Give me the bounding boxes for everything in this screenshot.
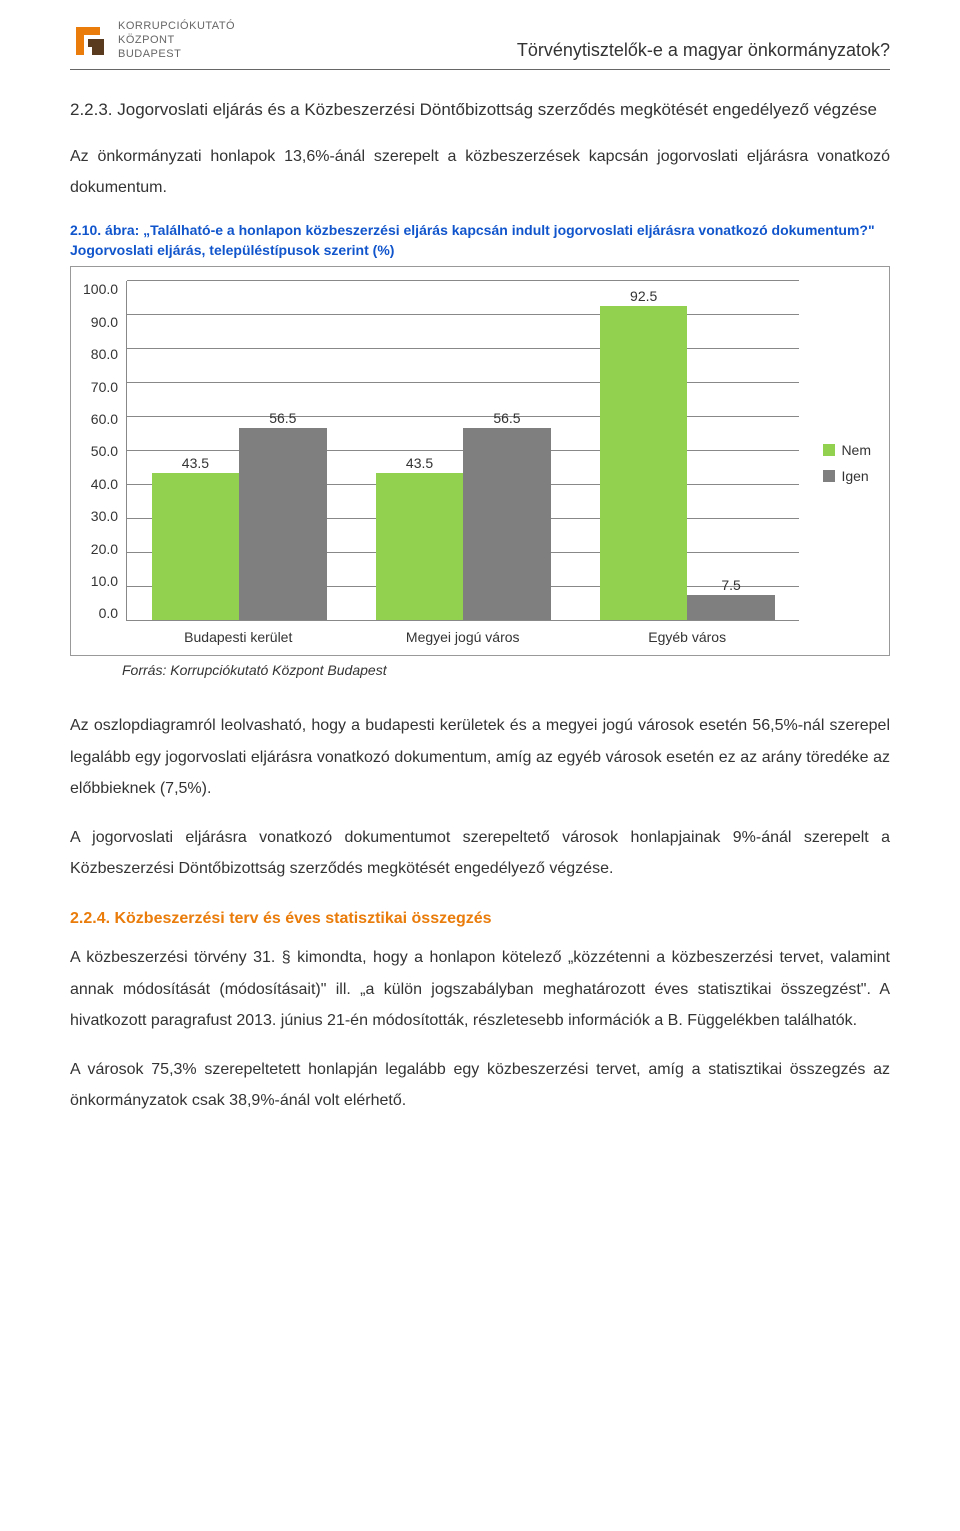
plot-area: 43.5 56.5 43.5 56.5 92.5 7.5 (126, 281, 799, 621)
section1-para: Az önkormányzati honlapok 13,6%-ánál sze… (70, 141, 890, 203)
bar-wrap: 7.5 (687, 577, 774, 621)
bar-wrap: 43.5 (376, 455, 463, 621)
page-header: KORRUPCIÓKUTATÓ KÖZPONT BUDAPEST Törvény… (70, 20, 890, 70)
bar (463, 428, 550, 620)
y-tick-label: 10.0 (91, 573, 118, 589)
legend-item: Igen (823, 468, 871, 484)
bar-value-label: 92.5 (630, 288, 657, 304)
org-line3: BUDAPEST (118, 48, 235, 62)
bar-value-label: 7.5 (721, 577, 740, 593)
y-tick-label: 30.0 (91, 508, 118, 524)
section2-p1: A közbeszerzési törvény 31. § kimondta, … (70, 942, 890, 1036)
y-tick-label: 40.0 (91, 476, 118, 492)
bar (687, 595, 774, 621)
legend-item: Nem (823, 442, 871, 458)
bar-value-label: 56.5 (269, 410, 296, 426)
y-tick-label: 80.0 (91, 346, 118, 362)
bar-chart: 100.0 90.0 80.0 70.0 60.0 50.0 40.0 30.0 20.0 10.… (70, 266, 890, 656)
legend-label: Igen (841, 468, 868, 484)
bar-value-label: 56.5 (493, 410, 520, 426)
legend-label: Nem (841, 442, 871, 458)
y-tick-label: 60.0 (91, 411, 118, 427)
y-tick-label: 0.0 (99, 605, 118, 621)
x-tick-label: Megyei jogú város (375, 629, 550, 645)
bar (152, 473, 239, 621)
chart-legend: Nem Igen (799, 281, 871, 645)
chart-caption-prefix: 2.10. ábra: (70, 222, 143, 238)
bar-value-label: 43.5 (406, 455, 433, 471)
org-name: KORRUPCIÓKUTATÓ KÖZPONT BUDAPEST (118, 20, 235, 61)
y-tick-label: 70.0 (91, 379, 118, 395)
x-tick-label: Egyéb város (600, 629, 775, 645)
bar-group: 43.5 56.5 (152, 410, 327, 620)
bar-wrap: 56.5 (239, 410, 326, 620)
legend-swatch (823, 444, 835, 456)
y-axis: 100.0 90.0 80.0 70.0 60.0 50.0 40.0 30.0 20.0 10.… (83, 281, 126, 621)
x-axis-labels: Budapesti kerület Megyei jogú város Egyéb … (126, 621, 799, 645)
y-tick-label: 100.0 (83, 281, 118, 297)
legend-swatch (823, 470, 835, 482)
doc-title: Törvénytisztelők-e a magyar önkormányzat… (517, 40, 890, 61)
chart-caption-main: „Található-e a honlapon közbeszerzési el… (70, 222, 875, 258)
chart-caption: 2.10. ábra: „Található-e a honlapon közb… (70, 221, 890, 260)
x-tick-label: Budapesti kerület (151, 629, 326, 645)
y-tick-label: 90.0 (91, 314, 118, 330)
section-heading-224: 2.2.4. Közbeszerzési terv és éves statis… (70, 910, 890, 928)
bar-group: 43.5 56.5 (376, 410, 551, 620)
bar (600, 306, 687, 621)
y-tick-label: 20.0 (91, 541, 118, 557)
chart-source: Forrás: Korrupciókutató Központ Budapest (122, 662, 890, 678)
para-oszlopdiagram: Az oszlopdiagramról leolvasható, hogy a … (70, 710, 890, 804)
org-line2: KÖZPONT (118, 34, 235, 48)
section-heading-223: 2.2.3. Jogorvoslati eljárás és a Közbesz… (70, 98, 890, 123)
bar-value-label: 43.5 (182, 455, 209, 471)
bar (239, 428, 326, 620)
bar-groups: 43.5 56.5 43.5 56.5 92.5 7.5 (127, 281, 799, 620)
org-logo-icon (70, 21, 110, 61)
bar-wrap: 43.5 (152, 455, 239, 621)
y-tick-label: 50.0 (91, 443, 118, 459)
org-line1: KORRUPCIÓKUTATÓ (118, 20, 235, 34)
bar-group: 92.5 7.5 (600, 288, 775, 621)
org-logo-block: KORRUPCIÓKUTATÓ KÖZPONT BUDAPEST (70, 20, 235, 61)
para-jogorvoslati: A jogorvoslati eljárásra vonatkozó dokum… (70, 822, 890, 884)
bar-wrap: 92.5 (600, 288, 687, 621)
bar (376, 473, 463, 621)
bar-wrap: 56.5 (463, 410, 550, 620)
section2-p2: A városok 75,3% szerepeltetett honlapján… (70, 1054, 890, 1116)
